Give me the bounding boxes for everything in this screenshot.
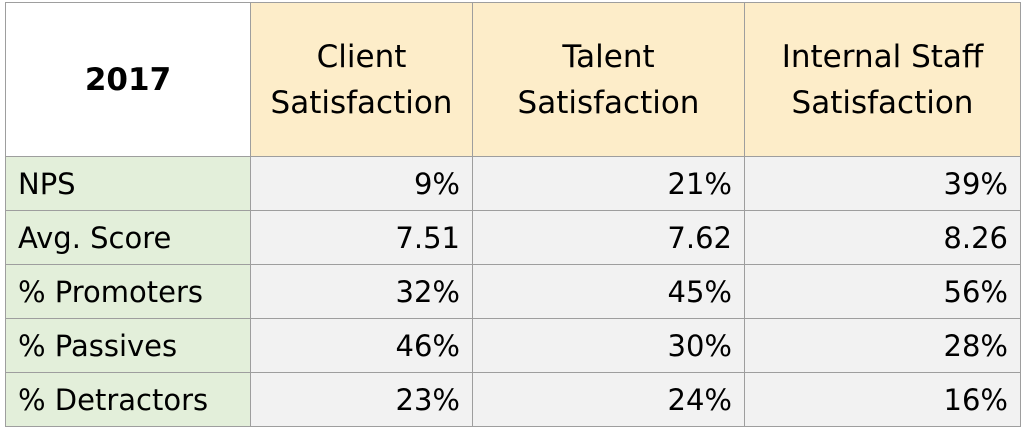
satisfaction-table: 2017 Client Satisfaction Talent Satisfac… [5, 2, 1021, 427]
table-cell: 23% [250, 372, 473, 427]
table-cell: 7.51 [250, 210, 473, 265]
year-label: 2017 [5, 2, 251, 157]
table-row-passives: % Passives 46% 30% 28% [5, 318, 1021, 373]
table-row-detractors: % Detractors 23% 24% 16% [5, 372, 1021, 427]
table-cell: 9% [250, 156, 473, 211]
row-label: % Promoters [5, 264, 251, 319]
column-header-line: Client [316, 38, 407, 75]
table-row-nps: NPS 9% 21% 39% [5, 156, 1021, 211]
column-header-line: Talent [562, 38, 655, 75]
column-header-client: Client Satisfaction [250, 2, 473, 157]
table-cell: 45% [472, 264, 745, 319]
table-row-avg-score: Avg. Score 7.51 7.62 8.26 [5, 210, 1021, 265]
column-header-talent: Talent Satisfaction [472, 2, 745, 157]
table-cell: 28% [744, 318, 1021, 373]
table-cell: 24% [472, 372, 745, 427]
column-header-line: Satisfaction [517, 84, 700, 121]
table-cell: 16% [744, 372, 1021, 427]
table-cell: 32% [250, 264, 473, 319]
table-cell: 30% [472, 318, 745, 373]
row-label: % Detractors [5, 372, 251, 427]
column-header-line: Satisfaction [791, 84, 974, 121]
table-cell: 39% [744, 156, 1021, 211]
column-header-line: Satisfaction [270, 84, 453, 121]
row-label: NPS [5, 156, 251, 211]
table-cell: 8.26 [744, 210, 1021, 265]
table-cell: 56% [744, 264, 1021, 319]
row-label: % Passives [5, 318, 251, 373]
header-row: 2017 Client Satisfaction Talent Satisfac… [5, 2, 1021, 157]
table-cell: 7.62 [472, 210, 745, 265]
column-header-line: Internal Staff [781, 38, 984, 75]
table-row-promoters: % Promoters 32% 45% 56% [5, 264, 1021, 319]
table-cell: 46% [250, 318, 473, 373]
table-cell: 21% [472, 156, 745, 211]
column-header-internal-staff: Internal Staff Satisfaction [744, 2, 1021, 157]
row-label: Avg. Score [5, 210, 251, 265]
